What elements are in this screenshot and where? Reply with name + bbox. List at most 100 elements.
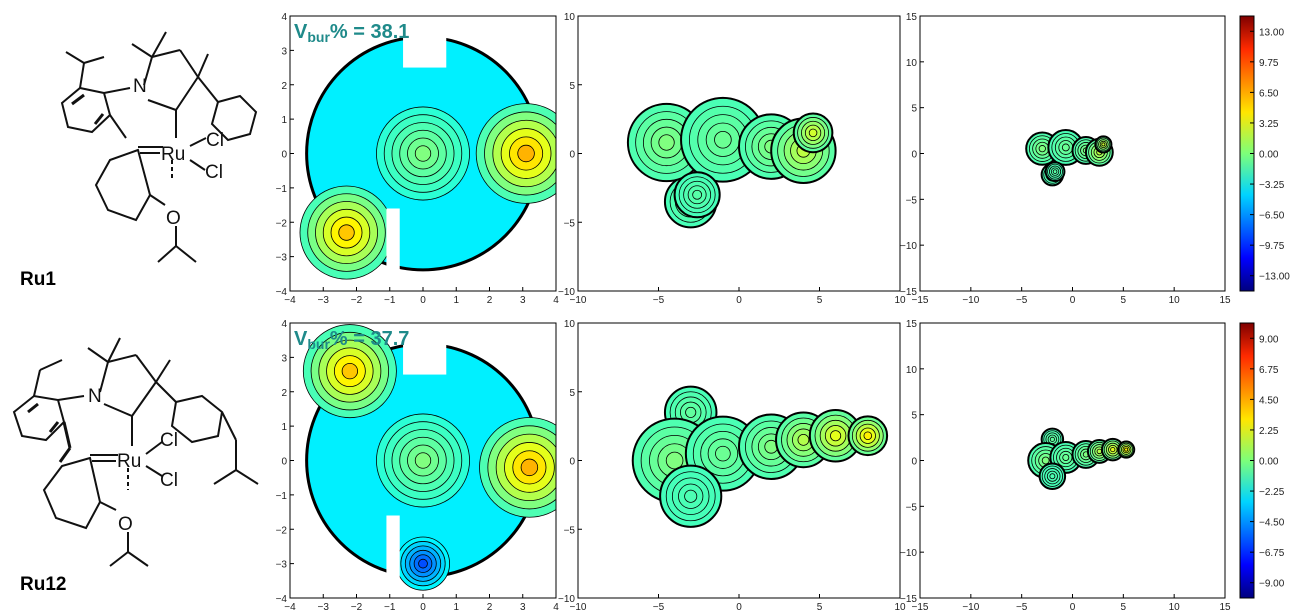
plot-panel-5: −10 −5 0 5 10 −10 −5 0 5 10 [558,319,906,612]
x-tick-label: −5 [653,295,665,306]
y-tick-label: −15 [900,287,917,298]
y-tick-label: −3 [276,560,288,571]
atom-sphere [830,430,842,442]
y-tick-label: 15 [906,319,918,330]
atom-ru: Ru [117,451,141,472]
x-tick-label: −1 [384,602,396,612]
colorbar-tick-label: −9.00 [1259,579,1285,590]
colorbar-tick-label: −6.75 [1259,548,1285,559]
x-tick-label: 3 [520,295,526,306]
x-tick-label: 0 [420,602,426,612]
structure-ru1-atoms: N Ru Cl Cl O [133,76,224,229]
colorbar-tick-label: −2.25 [1259,487,1285,498]
plot-panel-2: −10 −5 0 5 10 −10 −5 0 5 10 [558,12,906,306]
x-tick-label: 0 [736,602,742,612]
y-tick-label: −10 [558,594,575,605]
y-tick-label: 2 [281,81,287,92]
x-tick-label: 0 [1070,295,1076,306]
y-tick-label: 0 [911,457,917,468]
y-tick-label: 5 [911,104,917,115]
atom-cl: Cl [205,162,223,183]
atom-n: N [133,76,147,97]
colorbar-tick-label: 2.25 [1259,426,1279,437]
structure-ru1 [60,31,258,263]
colorbar-tick-label: 0.00 [1259,457,1279,468]
y-tick-label: 5 [911,411,917,422]
contour-ring [418,558,428,569]
colorbar-tick-label: 4.50 [1259,395,1279,406]
x-tick-label: 2 [487,602,493,612]
atom-sphere [1052,169,1058,174]
y-tick-label: −15 [900,594,917,605]
x-tick-label: −10 [570,295,587,306]
x-tick-label: 5 [817,295,823,306]
atom-sphere [658,134,675,151]
y-tick-label: 10 [564,319,576,330]
atom-sphere [715,445,731,462]
x-tick-label: −10 [962,602,979,612]
contour-ring [414,452,432,469]
x-tick-label: 10 [894,295,906,306]
x-tick-label: 0 [736,295,742,306]
x-tick-label: 15 [1219,295,1231,306]
y-tick-label: −1 [276,184,288,195]
y-tick-label: −10 [900,241,917,252]
atom-sphere [692,189,703,200]
atom-sphere [714,130,732,149]
atom-sphere [1049,473,1056,480]
atom-sphere [685,406,697,418]
contour-ring [414,145,432,162]
atom-sphere [808,128,818,138]
x-tick-label: 10 [1169,602,1181,612]
x-tick-label: 3 [520,602,526,612]
y-tick-label: 5 [569,388,575,399]
x-tick-label: −3 [318,295,330,306]
colorbar-tick-label: 9.75 [1259,58,1279,69]
y-tick-label: 10 [906,365,918,376]
molecule-label-ru1: Ru1 [20,269,56,290]
x-tick-label: 15 [1219,602,1231,612]
plot-panel-4: Vbur% = 37.7 −4 −3 −2 −1 0 1 2 3 4 −4 −3 −2 −1 0 1 2 3 4 [276,319,560,612]
x-tick-label: 5 [817,602,823,612]
x-tick-label: −3 [318,602,330,612]
colorbar-tick-label: 3.25 [1259,119,1279,130]
x-tick-label: 5 [1121,602,1127,612]
x-tick-label: 4 [553,602,559,612]
map-notch [386,208,400,278]
x-tick-label: 2 [487,295,493,306]
y-tick-label: −2 [276,218,288,229]
y-tick-label: −5 [906,195,918,206]
y-tick-label: 3 [281,46,287,57]
atom-sphere [797,434,810,446]
y-tick-label: 0 [569,457,575,468]
atom-n: N [88,386,102,407]
y-tick-label: 5 [569,81,575,92]
x-tick-label: 4 [553,295,559,306]
colorbar-tick-label: 0.00 [1259,150,1279,161]
x-tick-label: 0 [420,295,426,306]
x-tick-label: −2 [351,295,363,306]
molecule-label-ru12: Ru12 [20,574,66,595]
y-tick-label: 10 [564,12,576,23]
x-tick-label: 1 [453,295,459,306]
y-tick-label: −4 [276,594,288,605]
y-tick-label: 15 [906,12,918,23]
map-notch [403,336,447,375]
y-tick-label: −5 [564,218,576,229]
atom-o: O [166,208,181,229]
contour-ring [520,458,539,477]
y-tick-label: −3 [276,253,288,264]
y-tick-label: 0 [569,150,575,161]
x-tick-label: −15 [912,295,929,306]
map-notch [403,29,447,68]
atom-sphere [665,451,684,470]
colorbar-1: 13.00 9.75 6.50 3.25 0.00 −3.25 −6.50 −9.75 −13.… [1239,15,1290,292]
atom-sphere [1096,448,1103,455]
y-tick-label: 3 [281,353,287,364]
atom-sphere [1049,436,1055,442]
contour-ring [517,144,535,163]
contour-ring [341,362,359,380]
atom-sphere [1124,447,1129,452]
x-tick-label: −5 [1016,295,1028,306]
y-tick-label: 0 [911,150,917,161]
